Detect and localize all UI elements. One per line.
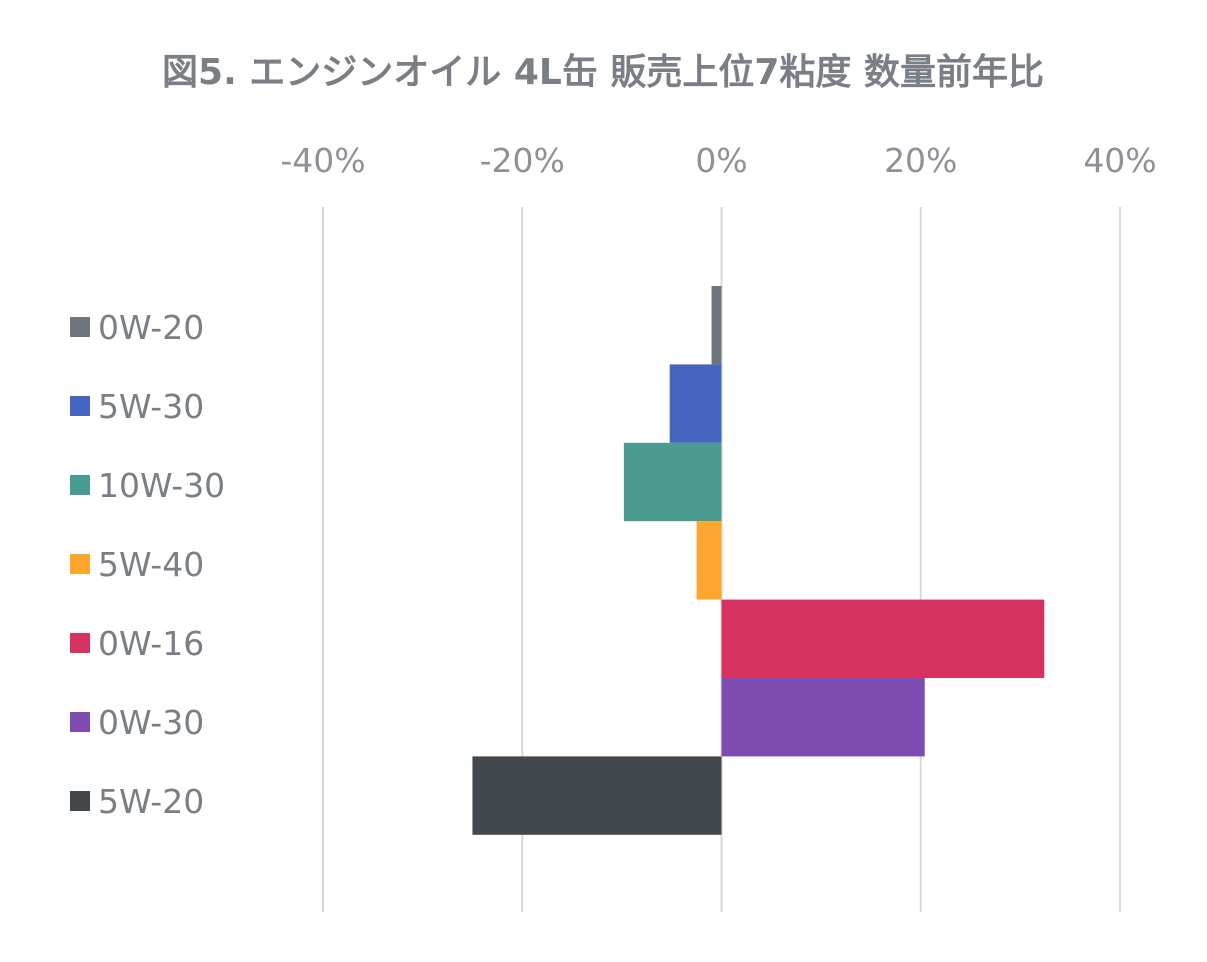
x-tick-label: -40% (280, 141, 365, 180)
legend-swatch (70, 633, 90, 653)
legend-swatch (70, 791, 90, 811)
bar-10w-30 (623, 442, 722, 522)
x-axis-tick-labels: -40% -20% 0% 20% 40% (280, 141, 1156, 180)
legend-label: 5W-20 (98, 782, 204, 821)
chart-title: 図5. エンジンオイル 4L缶 販売上位7粘度 数量前年比 (162, 52, 1044, 93)
bar-0w-16 (721, 599, 1045, 678)
x-tick-label: 0% (695, 141, 747, 180)
bar-5w-20 (472, 756, 722, 835)
legend-label: 10W-30 (98, 466, 225, 505)
bar-0w-30 (721, 678, 925, 757)
legend-label: 5W-40 (98, 545, 204, 584)
bar-0w-20 (711, 286, 722, 365)
bars (472, 286, 1045, 835)
legend-label: 0W-16 (98, 624, 204, 663)
legend-swatch (70, 554, 90, 574)
bar-5w-40 (696, 521, 722, 600)
bar-5w-30 (669, 364, 722, 443)
x-tick-label: -20% (480, 141, 565, 180)
legend-label: 0W-30 (98, 703, 204, 742)
legend-swatch (70, 317, 90, 337)
legend: 0W-20 5W-30 10W-30 5W-40 0W-16 0W-30 5W-20 (70, 308, 225, 821)
legend-label: 0W-20 (98, 308, 204, 347)
x-tick-label: 20% (884, 141, 957, 180)
x-tick-label: 40% (1083, 141, 1156, 180)
legend-label: 5W-30 (98, 387, 204, 426)
legend-swatch (70, 712, 90, 732)
legend-swatch (70, 475, 90, 495)
legend-swatch (70, 396, 90, 416)
